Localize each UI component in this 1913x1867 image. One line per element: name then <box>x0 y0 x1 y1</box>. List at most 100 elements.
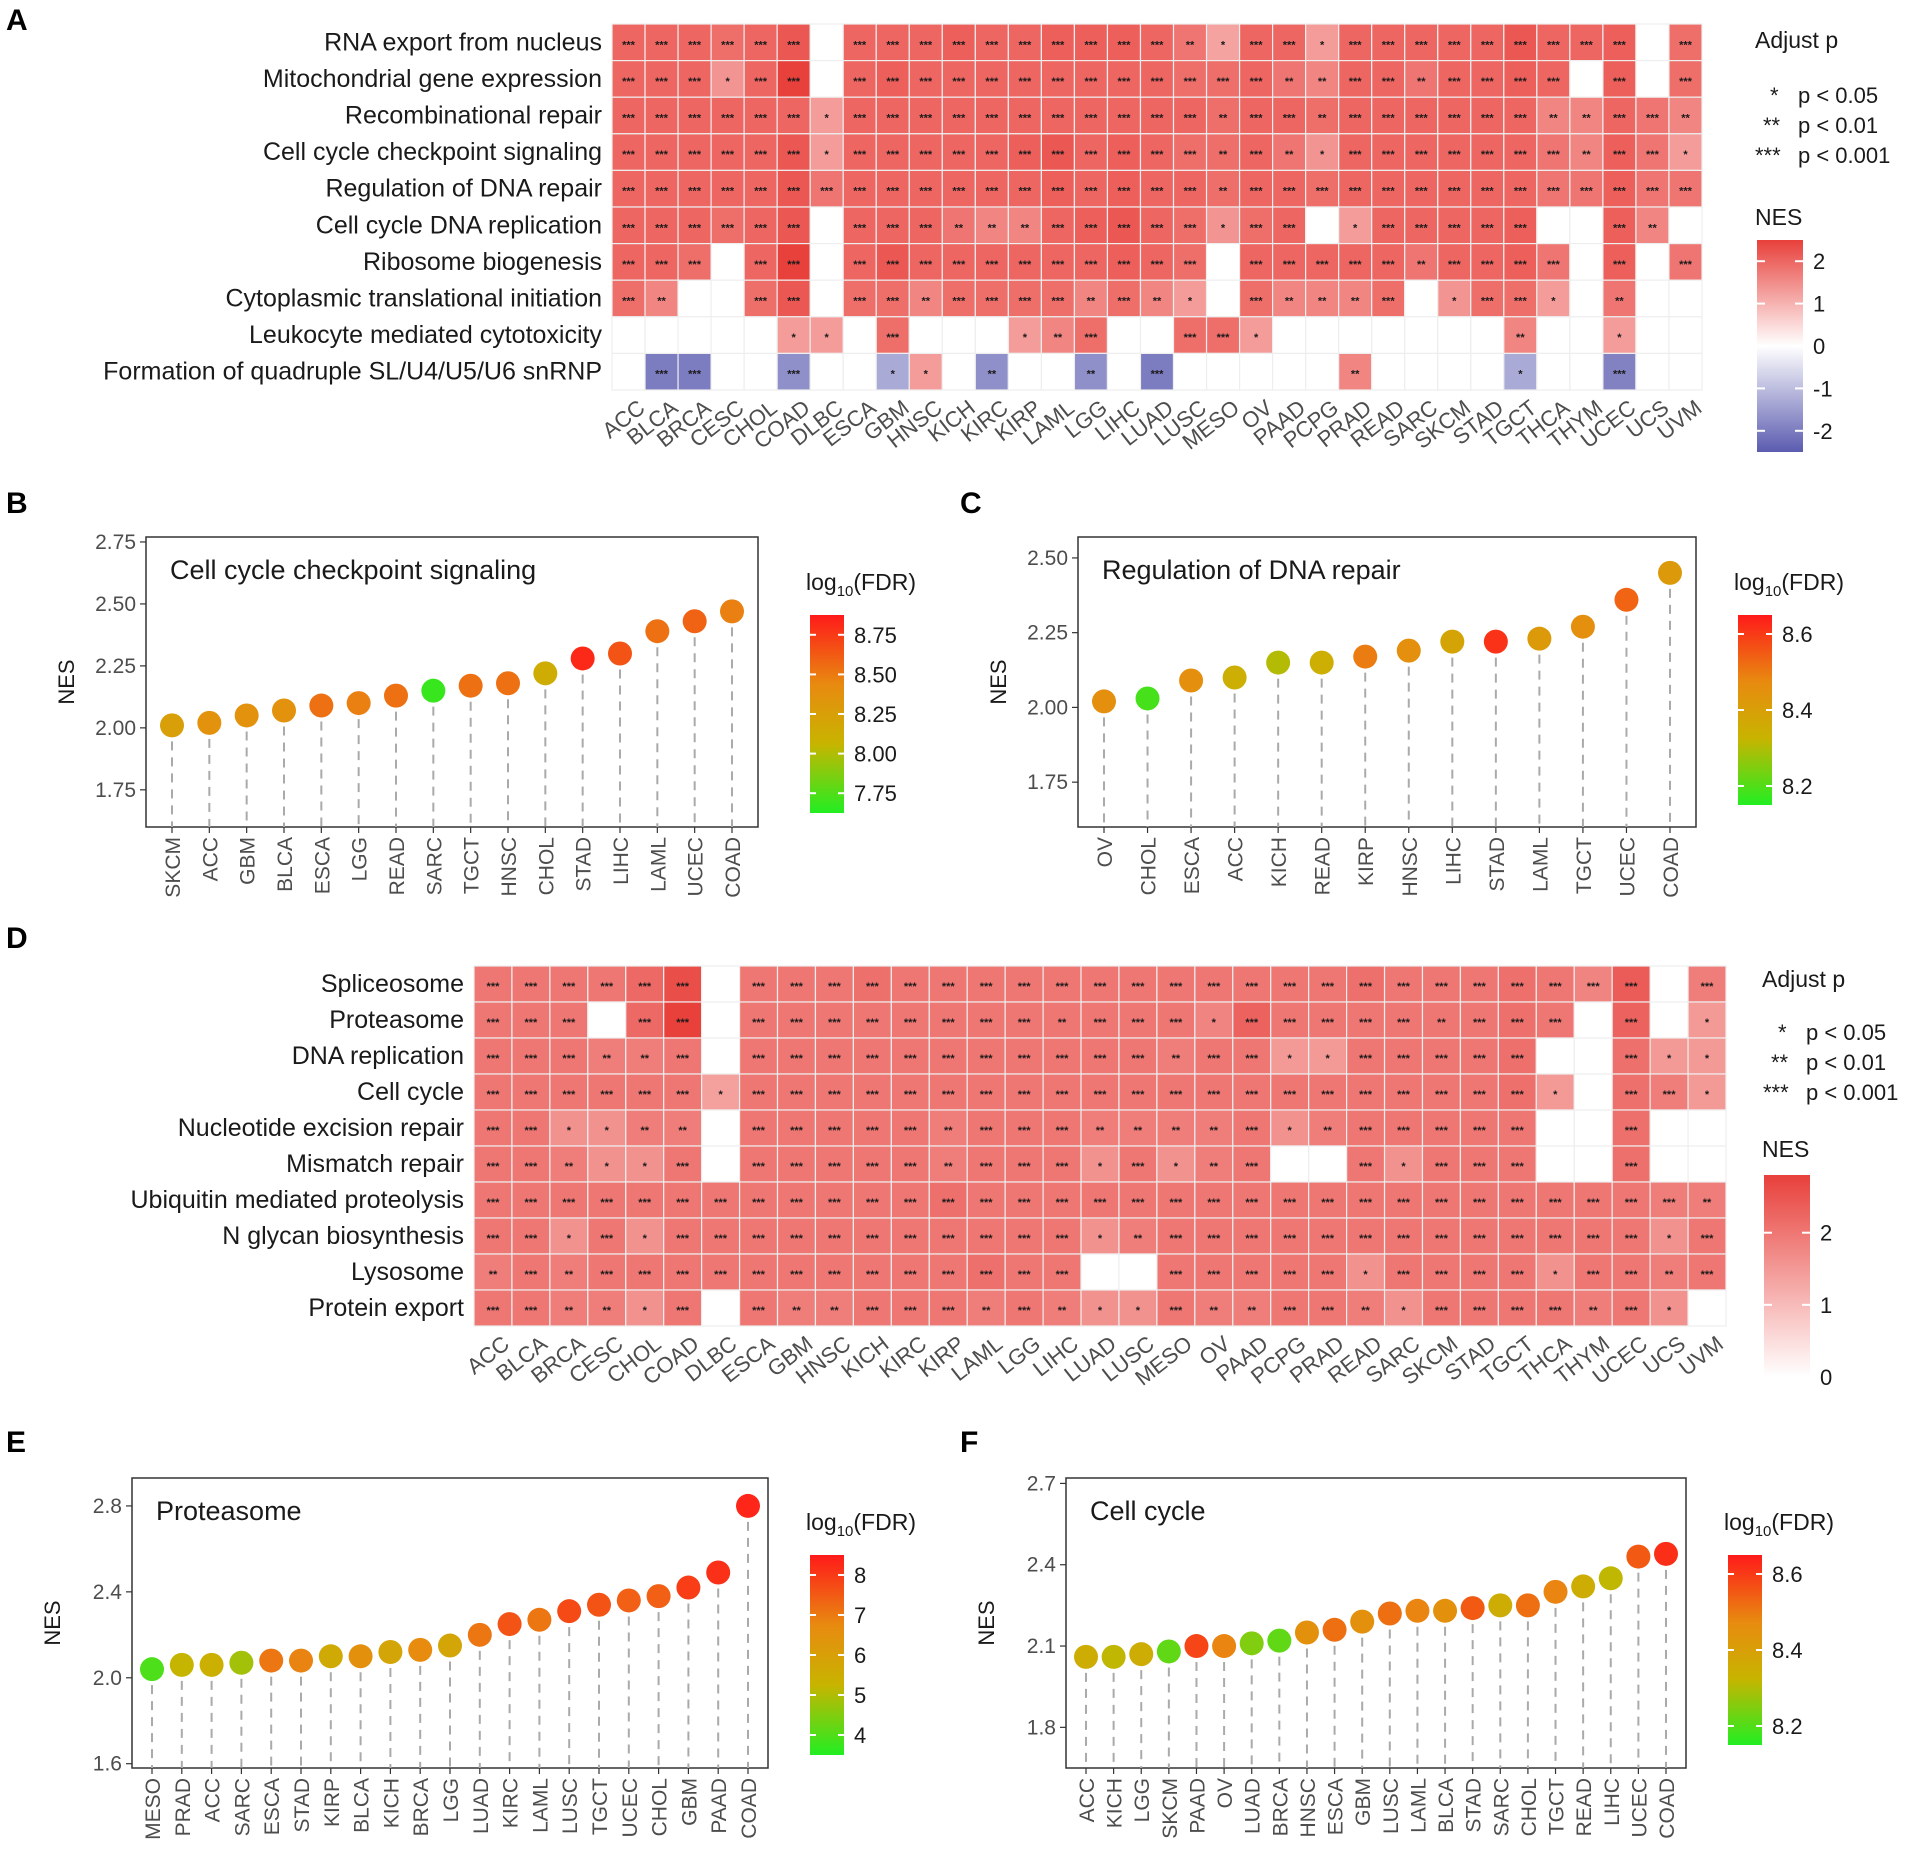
heatmap-a-sig-mark: *** <box>1118 149 1132 161</box>
heatmap-d-sig-mark: *** <box>1397 1089 1411 1101</box>
heatmap-a-sig-mark: ** <box>1087 369 1096 381</box>
heatmap-a-row-label: Cell cycle DNA replication <box>316 211 602 239</box>
heatmap-a-cell <box>1205 279 1241 318</box>
heatmap-a-sig-mark: *** <box>1415 149 1429 161</box>
heatmap-a-cell <box>1536 96 1571 135</box>
heatmap-d-sig-mark: *** <box>1625 1017 1639 1029</box>
heatmap-d-cell <box>1649 1217 1689 1255</box>
legend-d-level-2: p < 0.01 <box>1806 1050 1886 1075</box>
heatmap-d-sig-mark: *** <box>1625 1197 1639 1209</box>
heatmap-d-sig-mark: *** <box>1397 1197 1411 1209</box>
heatmap-d-sig-mark: *** <box>1245 1161 1259 1173</box>
heatmap-a-sig-mark: *** <box>1547 39 1561 51</box>
heatmap-a-cell <box>1007 96 1042 135</box>
lollipop-b-point <box>608 641 632 666</box>
heatmap-a-sig-mark: *** <box>1646 186 1660 198</box>
heatmap-a-sig-mark: *** <box>1679 186 1693 198</box>
heatmap-a-cell <box>1073 243 1109 281</box>
lollipop-f-fdr-tick-label: 8.6 <box>1772 1562 1803 1587</box>
heatmap-d-cell <box>1497 1001 1537 1039</box>
heatmap-a-cell <box>941 279 976 318</box>
heatmap-d-sig-mark: *** <box>1132 981 1146 993</box>
heatmap-a-cell <box>1139 352 1175 391</box>
heatmap-a-cell <box>1536 352 1571 391</box>
heatmap-a-cell <box>1106 206 1142 245</box>
heatmap-d-sig-mark: *** <box>1359 1053 1373 1065</box>
heatmap-a-cell <box>1569 352 1604 391</box>
heatmap-a-sig-mark: *** <box>919 113 933 125</box>
heatmap-d-sig-mark: *** <box>487 1233 501 1245</box>
heatmap-a-sig-mark: *** <box>1580 186 1594 198</box>
heatmap-a-cell <box>1073 352 1109 391</box>
heatmap-a-sig-mark: *** <box>1018 259 1032 271</box>
lollipop-e-fdr-title: log10(FDR) <box>806 1509 916 1540</box>
heatmap-a-sig-mark: * <box>792 332 797 344</box>
heatmap-d-cell <box>1611 1289 1651 1327</box>
heatmap-d-cell <box>1042 1181 1082 1219</box>
lollipop-f-xtick-label: STAD <box>1463 1778 1486 1832</box>
lollipop-b-point <box>234 703 259 728</box>
lollipop-e-point <box>289 1648 313 1673</box>
heatmap-d-cell <box>852 1253 892 1291</box>
heatmap-a-cell <box>875 243 910 281</box>
heatmap-d-cell <box>1346 1217 1386 1255</box>
heatmap-a-sig-mark: *** <box>853 149 867 161</box>
heatmap-d-sig-mark: * <box>643 1305 648 1317</box>
lollipop-f-fdr-title: log10(FDR) <box>1724 1509 1834 1540</box>
heatmap-a-sig-mark: ** <box>1219 186 1228 198</box>
heatmap-d-sig-mark: *** <box>487 1017 501 1029</box>
lollipop-c-fdr-tick-label: 8.6 <box>1782 622 1813 647</box>
heatmap-d-cell <box>473 1253 513 1291</box>
lollipop-c-fdr-tick-label: 8.4 <box>1782 698 1813 723</box>
lollipop-e-plot-box <box>131 1477 769 1769</box>
heatmap-d-cell <box>1346 1289 1386 1327</box>
lollipop-e-ytick-label: 2.4 <box>93 1581 123 1604</box>
heatmap-d-sig-mark: *** <box>562 1017 576 1029</box>
heatmap-d-sig-mark: *** <box>904 1305 918 1317</box>
lollipop-f-point <box>1212 1634 1237 1659</box>
heatmap-a-sig-mark: ** <box>1285 296 1294 308</box>
heatmap-d-sig-mark: *** <box>1625 1233 1639 1245</box>
lollipop-c-xtick-label: ESCA <box>1181 837 1204 894</box>
lollipop-b-xtick-label: ACC <box>199 837 222 881</box>
heatmap-d-sig-mark: *** <box>1283 1269 1297 1281</box>
heatmap-d-cell <box>1042 1073 1082 1111</box>
legend-a-level-2: p < 0.01 <box>1798 113 1878 138</box>
heatmap-a-sig-mark: *** <box>1051 222 1065 234</box>
heatmap-a-cell <box>1437 133 1472 172</box>
heatmap-a-cell <box>1139 133 1175 172</box>
lollipop-f-ytick-label: 2.4 <box>1027 1554 1057 1577</box>
heatmap-a-cell <box>1338 96 1373 135</box>
heatmap-a-sig-mark: ** <box>1351 369 1360 381</box>
lollipop-e-fdr-tick-label: 4 <box>854 1723 866 1748</box>
heatmap-d-cell <box>1156 1253 1196 1291</box>
heatmap-d-sig-mark: *** <box>676 1269 690 1281</box>
lollipop-c-title: Regulation of DNA repair <box>1102 555 1401 585</box>
heatmap-a-cell <box>1073 59 1109 98</box>
heatmap-d-cell <box>1421 1109 1462 1147</box>
lollipop-b-xtick-label: BLCA <box>274 837 297 892</box>
heatmap-d-cell <box>701 1253 741 1291</box>
heatmap-a-sig-mark: ** <box>1582 149 1591 161</box>
heatmap-a-cell <box>644 96 679 135</box>
heatmap-d-sig-mark: *** <box>676 1089 690 1101</box>
heatmap-a-cell <box>1668 316 1703 354</box>
heatmap-a-sig-mark: *** <box>754 186 768 198</box>
heatmap-a-sig-mark: *** <box>1382 149 1396 161</box>
heatmap-a-sig-mark: ** <box>988 369 997 381</box>
lollipop-f-xtick-label: GBM <box>1352 1778 1375 1826</box>
heatmap-a-sig-mark: *** <box>886 76 900 88</box>
lollipop-e-point <box>438 1633 462 1658</box>
lollipop-f-xtick-label: LGG <box>1131 1778 1154 1822</box>
heatmap-d-cell <box>701 1109 741 1147</box>
heatmap-a-cell <box>1668 133 1703 172</box>
heatmap-a-cell <box>842 279 877 318</box>
heatmap-d-sig-mark: *** <box>980 1161 994 1173</box>
heatmap-d-cell <box>1573 1001 1613 1039</box>
heatmap-a-cell <box>1139 23 1175 62</box>
heatmap-a-legend-tick-label: -2 <box>1813 419 1833 444</box>
heatmap-d-sig-mark: *** <box>1132 1017 1146 1029</box>
heatmap-a-cell <box>809 59 844 98</box>
heatmap-d-sig-mark: ** <box>640 1125 649 1137</box>
heatmap-a-cell <box>611 352 646 391</box>
